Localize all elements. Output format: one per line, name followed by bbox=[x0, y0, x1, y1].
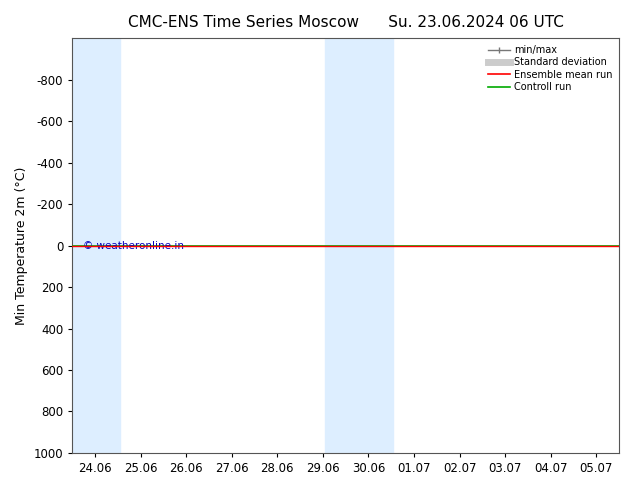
Bar bbox=[72, 38, 120, 453]
Y-axis label: Min Temperature 2m (°C): Min Temperature 2m (°C) bbox=[15, 166, 28, 325]
Legend: min/max, Standard deviation, Ensemble mean run, Controll run: min/max, Standard deviation, Ensemble me… bbox=[486, 43, 614, 94]
Text: © weatheronline.in: © weatheronline.in bbox=[83, 241, 184, 250]
Title: CMC-ENS Time Series Moscow      Su. 23.06.2024 06 UTC: CMC-ENS Time Series Moscow Su. 23.06.202… bbox=[127, 15, 564, 30]
Bar bbox=[325, 38, 394, 453]
